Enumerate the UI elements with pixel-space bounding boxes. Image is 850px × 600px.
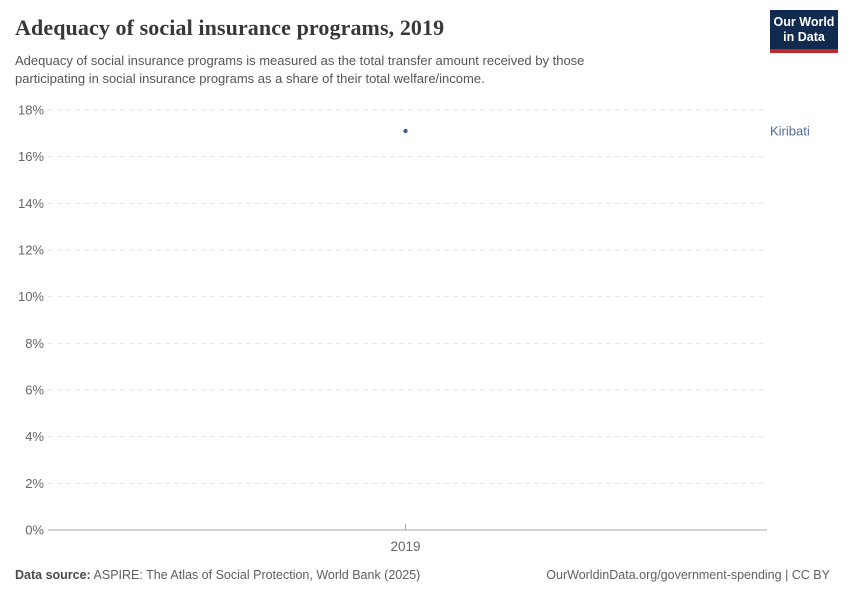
chart-subtitle-line: participating in social insurance progra… [15, 71, 485, 86]
y-axis-tick-label: 10% [18, 289, 44, 304]
owid-logo-line1: Our World [773, 14, 835, 29]
y-axis-tick-label: 2% [25, 476, 44, 491]
x-axis-tick-label: 2019 [390, 539, 420, 554]
y-axis-tick-label: 18% [18, 103, 44, 118]
series-label-kiribati[interactable]: Kiribati [770, 124, 810, 139]
chart-subtitle: Adequacy of social insurance programs is… [15, 52, 584, 88]
y-axis-tick-label: 0% [25, 523, 44, 538]
data-source-value: ASPIRE: The Atlas of Social Protection, … [93, 568, 421, 582]
chart-footer: Data source: ASPIRE: The Atlas of Social… [15, 568, 830, 582]
chart-title: Adequacy of social insurance programs, 2… [15, 15, 445, 40]
attribution-link[interactable]: OurWorldinData.org/government-spending |… [546, 568, 830, 582]
chart-subtitle-line: Adequacy of social insurance programs is… [15, 53, 585, 68]
y-axis-tick-label: 12% [18, 243, 44, 258]
owid-logo-text: Our World in Data [774, 15, 835, 45]
y-axis-tick-label: 14% [18, 196, 44, 211]
data-point-kiribati[interactable] [403, 128, 408, 134]
y-axis-tick-label: 16% [18, 149, 44, 164]
owid-logo-line2: in Data [783, 29, 825, 44]
y-axis-tick-label: 4% [25, 429, 44, 444]
data-source-label: Data source: [15, 568, 91, 582]
y-axis-tick-label: 6% [25, 383, 44, 398]
owid-logo[interactable]: Our World in Data [770, 10, 838, 53]
y-axis-tick-label: 8% [25, 336, 44, 351]
data-source: Data source: ASPIRE: The Atlas of Social… [15, 568, 420, 582]
